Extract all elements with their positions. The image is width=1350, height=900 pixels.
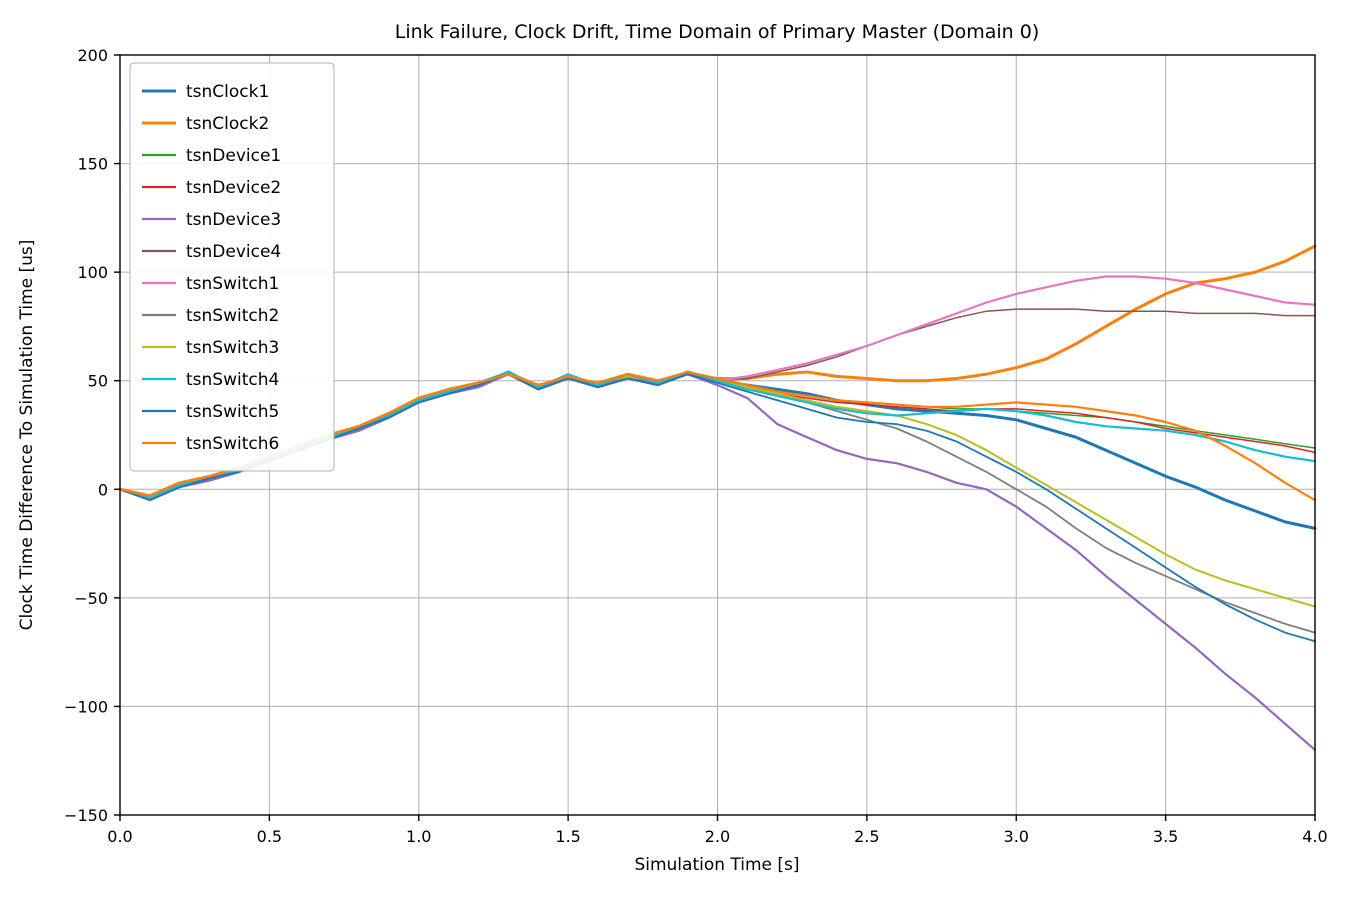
legend-label-tsnDevice2: tsnDevice2 bbox=[186, 178, 281, 198]
x-tick-label: 1.0 bbox=[406, 827, 431, 846]
legend-label-tsnDevice3: tsnDevice3 bbox=[186, 210, 281, 230]
x-tick-label: 0.5 bbox=[257, 827, 282, 846]
x-tick-label: 0.0 bbox=[107, 827, 132, 846]
x-tick-label: 2.0 bbox=[705, 827, 730, 846]
chart-title: Link Failure, Clock Drift, Time Domain o… bbox=[395, 21, 1040, 43]
x-axis-label: Simulation Time [s] bbox=[634, 855, 799, 875]
legend-label-tsnSwitch5: tsnSwitch5 bbox=[186, 402, 279, 422]
y-tick-label: −150 bbox=[64, 806, 108, 825]
y-tick-label: 0 bbox=[98, 480, 108, 499]
legend-label-tsnClock1: tsnClock1 bbox=[186, 82, 269, 102]
legend: tsnClock1 tsnClock2 tsnDevice1 tsnDevice2 ts… bbox=[129, 62, 335, 472]
legend-label-tsnSwitch4: tsnSwitch4 bbox=[186, 370, 279, 390]
x-tick-label: 3.0 bbox=[1004, 827, 1029, 846]
y-tick-label: 100 bbox=[77, 263, 108, 282]
x-tick-label: 2.5 bbox=[854, 827, 879, 846]
y-tick-label: 50 bbox=[88, 372, 108, 391]
legend-label-tsnSwitch3: tsnSwitch3 bbox=[186, 338, 279, 358]
y-tick-label: −50 bbox=[74, 589, 108, 608]
x-tick-label: 1.5 bbox=[555, 827, 580, 846]
y-axis-label: Clock Time Difference To Simulation Time… bbox=[17, 240, 37, 631]
x-tick-label: 3.5 bbox=[1153, 827, 1178, 846]
legend-label-tsnClock2: tsnClock2 bbox=[186, 114, 269, 134]
legend-label-tsnSwitch6: tsnSwitch6 bbox=[186, 434, 279, 454]
y-tick-label: 150 bbox=[77, 155, 108, 174]
legend-label-tsnSwitch2: tsnSwitch2 bbox=[186, 306, 279, 326]
legend-label-tsnSwitch1: tsnSwitch1 bbox=[186, 274, 279, 294]
axes: 0.0 0.5 1.0 1.5 2.0 2.5 3.0 3.5 4.0 −150 −100 −50 0 5… bbox=[64, 46, 1328, 846]
legend-label-tsnDevice4: tsnDevice4 bbox=[186, 242, 281, 262]
y-tick-label: 200 bbox=[77, 46, 108, 65]
y-tick-label: −100 bbox=[64, 697, 108, 716]
legend-box bbox=[129, 62, 335, 472]
x-tick-label: 4.0 bbox=[1302, 827, 1327, 846]
legend-label-tsnDevice1: tsnDevice1 bbox=[186, 146, 281, 166]
